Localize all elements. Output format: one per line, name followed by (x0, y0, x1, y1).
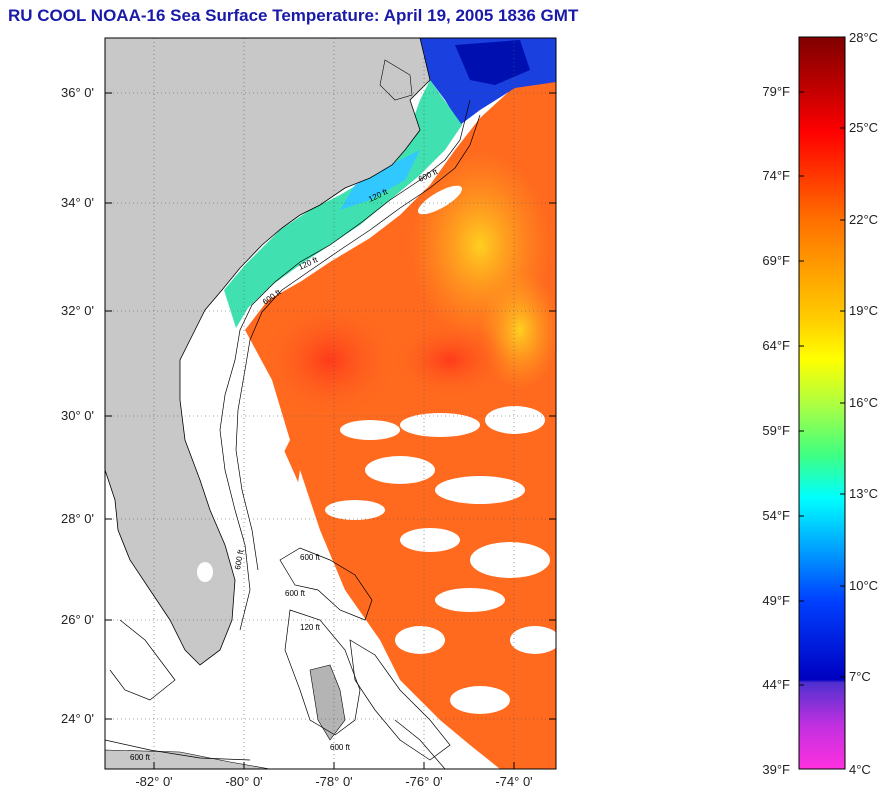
latitude-label: 32° 0' (61, 303, 94, 318)
colorbar-fahrenheit-label: 69°F (762, 253, 790, 268)
colorbar-celsius-label: 16°C (849, 395, 879, 410)
latitude-label: 30° 0' (61, 408, 94, 423)
latitude-label: 28° 0' (61, 511, 94, 526)
longitude-label: -76° 0' (405, 774, 443, 789)
colorbar-fahrenheit-label: 59°F (762, 423, 790, 438)
colorbar-fahrenheit-label: 79°F (762, 84, 790, 99)
map-ticks (105, 92, 556, 769)
contour-label: 600 ft (130, 753, 151, 762)
latitude-label: 24° 0' (61, 711, 94, 726)
colorbar-fahrenheit-label: 44°F (762, 677, 790, 692)
colorbar-fahrenheit-label: 54°F (762, 508, 790, 523)
colorbar-celsius-label: 22°C (849, 212, 879, 227)
colorbar-fahrenheit-label: 39°F (762, 762, 790, 777)
contour-label: 120 ft (300, 623, 321, 632)
bathymetry-contours (105, 99, 481, 769)
colorbar-celsius-label: 13°C (849, 486, 879, 501)
latitude-label: 26° 0' (61, 612, 94, 627)
land-cuba (105, 749, 271, 769)
lake-okeechobee (197, 562, 213, 582)
warm-water-red-core-2 (390, 320, 510, 400)
colorbar (798, 36, 846, 770)
colorbar-fahrenheit-label: 64°F (762, 338, 790, 353)
map-panel (105, 38, 556, 769)
latitude-label: 36° 0' (61, 85, 94, 100)
land-us-east-coast (105, 38, 431, 666)
land-chesapeake-area (379, 59, 413, 101)
map-title: RU COOL NOAA-16 Sea Surface Temperature:… (8, 6, 579, 25)
colorbar-celsius-label: 28°C (849, 30, 879, 45)
land-andros-island (309, 664, 346, 741)
colorbar-ticks (799, 36, 845, 770)
longitude-label: -74° 0' (495, 774, 533, 789)
shelf-water-cyan (340, 150, 420, 210)
cold-water-core (455, 40, 530, 85)
warm-water-red-core (260, 300, 400, 420)
colorbar-celsius-label: 7°C (849, 669, 871, 684)
longitude-label: -78° 0' (315, 774, 353, 789)
map-frame (104, 37, 557, 770)
longitude-label: -82° 0' (135, 774, 173, 789)
contour-label: 600 ft (330, 743, 351, 752)
contour-label: 600 ft (300, 553, 321, 562)
colorbar-celsius-label: 19°C (849, 303, 879, 318)
colorbar-fahrenheit-label: 49°F (762, 593, 790, 608)
latitude-label: 34° 0' (61, 195, 94, 210)
colorbar-celsius-label: 4°C (849, 762, 871, 777)
colorbar-celsius-label: 25°C (849, 120, 879, 135)
colorbar-fahrenheit-label: 74°F (762, 168, 790, 183)
colorbar-celsius-label: 10°C (849, 578, 879, 593)
longitude-label: -80° 0' (225, 774, 263, 789)
contour-label: 600 ft (285, 589, 306, 598)
contour-label: 600 ft (233, 548, 245, 570)
